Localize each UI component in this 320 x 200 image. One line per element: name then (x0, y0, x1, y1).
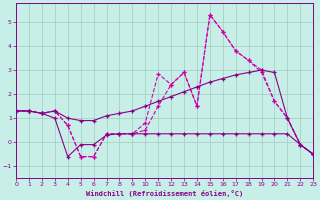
X-axis label: Windchill (Refroidissement éolien,°C): Windchill (Refroidissement éolien,°C) (86, 190, 243, 197)
